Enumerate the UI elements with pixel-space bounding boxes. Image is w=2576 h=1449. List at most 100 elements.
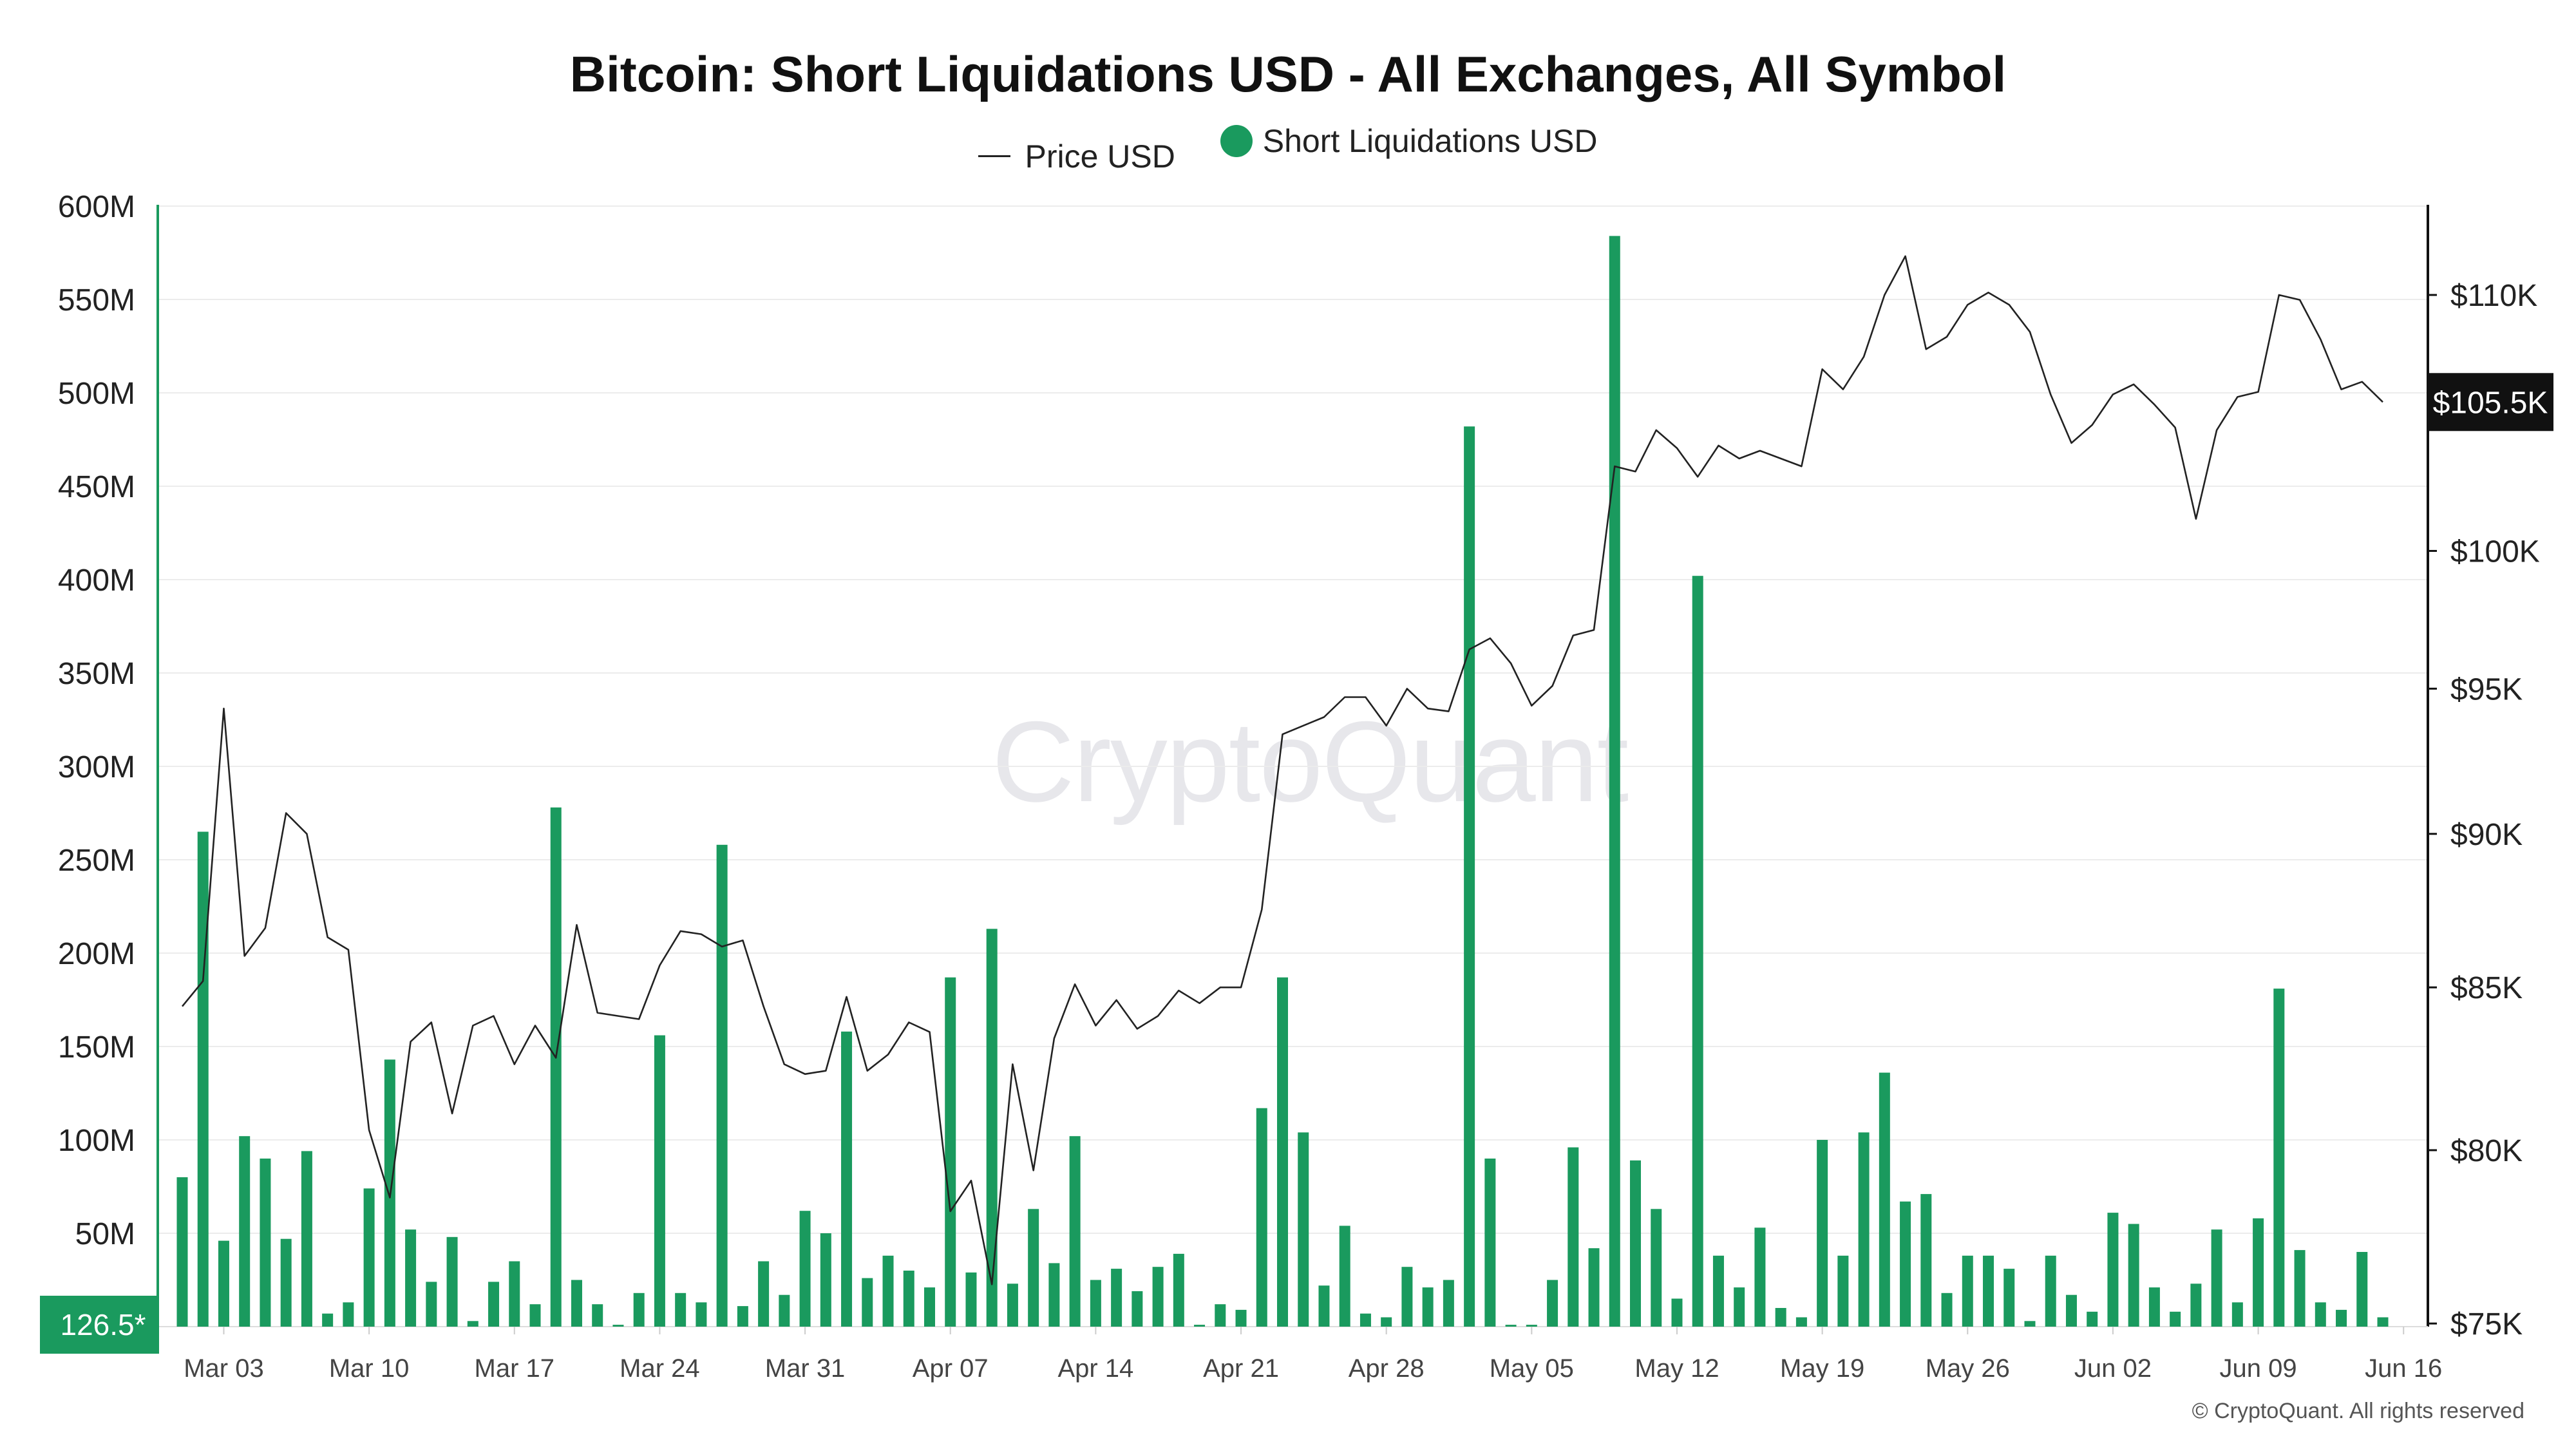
liquidation-bar	[592, 1304, 603, 1327]
liquidation-bar	[1630, 1160, 1642, 1327]
left-tick-label: 300M	[58, 750, 135, 784]
liquidation-bar	[2024, 1321, 2036, 1327]
x-tick-label: Mar 31	[765, 1354, 846, 1383]
left-tick-label: 50M	[75, 1217, 135, 1251]
liquidation-bar	[2253, 1218, 2264, 1327]
current-value-label: 126.5*	[60, 1308, 146, 1341]
right-tick-label: $75K	[2450, 1307, 2523, 1341]
liquidation-bar	[2190, 1283, 2202, 1327]
x-tick-label: Jun 09	[2220, 1354, 2297, 1383]
chart-legend: Price USD Short Liquidations USD	[0, 122, 2576, 175]
x-tick-label: May 19	[1780, 1354, 1864, 1383]
x-tick-label: Mar 03	[184, 1354, 264, 1383]
liquidation-bar	[654, 1035, 665, 1327]
liquidation-bar	[2128, 1224, 2139, 1327]
liquidation-bar	[1962, 1255, 1973, 1327]
x-tick-label: Jun 02	[2074, 1354, 2152, 1383]
liquidation-bar	[1734, 1287, 1745, 1327]
liquidation-bar	[696, 1302, 707, 1327]
right-tick-label: $80K	[2450, 1134, 2523, 1168]
liquidation-bar	[1692, 576, 1703, 1327]
copyright-notice: © CryptoQuant. All rights reserved	[2192, 1399, 2524, 1423]
liquidation-bar	[1588, 1248, 1600, 1327]
left-tick-label: 250M	[58, 844, 135, 878]
liquidation-bar	[2003, 1269, 2015, 1327]
legend-item-price[interactable]: Price USD	[978, 138, 1175, 175]
left-tick-label: 600M	[58, 190, 135, 224]
right-tick-label: $90K	[2450, 818, 2523, 852]
liquidation-bar	[2087, 1311, 2098, 1327]
right-tick-label: $95K	[2450, 672, 2523, 706]
liquidation-bar	[716, 844, 728, 1327]
liquidation-bar	[965, 1272, 977, 1327]
left-tick-label: 100M	[58, 1124, 135, 1158]
liquidation-bar	[1422, 1287, 1434, 1327]
x-tick-label: Mar 17	[475, 1354, 555, 1383]
liquidation-bar	[903, 1271, 914, 1327]
liquidation-bar	[2170, 1311, 2181, 1327]
liquidation-bar	[1215, 1304, 1226, 1327]
liquidation-bar	[467, 1321, 478, 1327]
liquidation-bar	[280, 1238, 292, 1327]
left-tick-label: 400M	[58, 564, 135, 598]
liquidation-bar	[633, 1293, 645, 1327]
liquidation-bar	[1277, 977, 1288, 1327]
liquidation-bar	[820, 1233, 831, 1327]
x-tick-label: May 05	[1490, 1354, 1574, 1383]
left-tick-label: 450M	[58, 470, 135, 504]
liquidation-bar	[1505, 1325, 1517, 1327]
liquidation-bar	[363, 1188, 375, 1327]
liquidation-bar	[1194, 1325, 1206, 1327]
current-price-badge	[2428, 373, 2553, 431]
liquidation-bar	[1983, 1255, 1994, 1327]
liquidation-bar	[1526, 1325, 1537, 1327]
liquidation-bar	[446, 1236, 458, 1327]
liquidation-bar	[571, 1280, 582, 1327]
right-tick-label: $110K	[2450, 279, 2537, 313]
liquidation-bar	[923, 1287, 935, 1327]
liquidation-bar	[2148, 1287, 2160, 1327]
liquidation-bar	[2211, 1229, 2222, 1327]
liquidation-bar	[1879, 1072, 1890, 1327]
right-tick-label: $100K	[2450, 535, 2540, 569]
liquidation-bar	[1795, 1317, 1807, 1327]
liquidation-bar	[1069, 1136, 1081, 1327]
liquidation-bar	[550, 807, 562, 1327]
liquidation-bar	[405, 1229, 417, 1327]
liquidation-bar	[1443, 1280, 1454, 1327]
liquidation-bar	[1048, 1263, 1060, 1327]
x-tick-label: Apr 21	[1203, 1354, 1279, 1383]
liquidation-bar	[2107, 1213, 2119, 1327]
liquidation-bar	[1567, 1147, 1579, 1327]
legend-dot-swatch	[1220, 125, 1253, 157]
liquidation-bar	[862, 1278, 873, 1327]
legend-line-swatch	[978, 155, 1011, 157]
legend-item-short-liquidations[interactable]: Short Liquidations USD	[1220, 122, 1598, 160]
liquidation-bar	[301, 1151, 312, 1327]
left-tick-label: 550M	[58, 283, 135, 317]
liquidation-bar	[2377, 1317, 2389, 1327]
liquidation-bar	[1837, 1255, 1849, 1327]
liquidation-bar	[1775, 1308, 1786, 1327]
liquidation-bar	[260, 1159, 271, 1327]
legend-label-short-liquidations: Short Liquidations USD	[1262, 123, 1598, 159]
liquidation-bar	[1941, 1293, 1953, 1327]
liquidation-bar	[197, 831, 209, 1327]
x-tick-label: Apr 07	[913, 1354, 989, 1383]
liquidation-bar	[1671, 1298, 1683, 1327]
liquidation-bar	[1484, 1159, 1496, 1327]
liquidation-bar	[1920, 1194, 1932, 1327]
liquidation-bar	[2273, 989, 2285, 1327]
liquidation-bar	[1754, 1227, 1766, 1327]
liquidation-bar	[1090, 1280, 1101, 1327]
chart-title: Bitcoin: Short Liquidations USD - All Ex…	[569, 46, 2007, 102]
watermark-logo: CryptoQuant	[992, 697, 1629, 826]
liquidation-bar	[1339, 1226, 1350, 1327]
liquidation-bar	[1028, 1209, 1039, 1327]
liquidation-bar	[758, 1261, 770, 1327]
liquidation-bar	[1817, 1140, 1828, 1327]
liquidation-bar	[2294, 1250, 2306, 1327]
liquidation-bar	[1235, 1309, 1247, 1327]
